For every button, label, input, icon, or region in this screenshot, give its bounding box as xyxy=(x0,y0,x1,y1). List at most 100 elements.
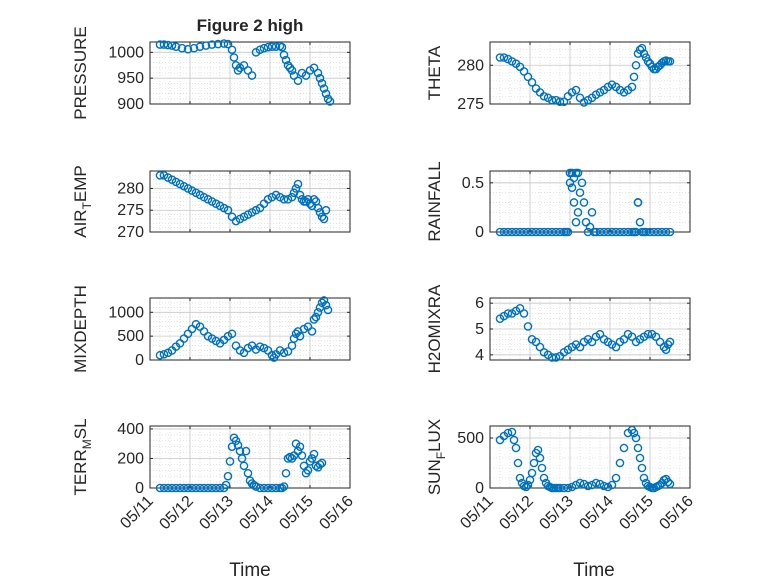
axes-box xyxy=(149,170,351,233)
y-axis-label: RAINFALL xyxy=(425,161,444,241)
data-point xyxy=(317,79,327,88)
data-point xyxy=(495,53,505,62)
data-point xyxy=(281,468,291,478)
y-tick-label: 500 xyxy=(117,328,144,345)
data-point xyxy=(277,42,287,52)
data-point xyxy=(665,57,675,66)
data-point xyxy=(535,453,545,463)
y-tick-label: 4 xyxy=(475,347,484,364)
data-point xyxy=(311,312,321,322)
data-point xyxy=(515,473,525,483)
data-point xyxy=(247,71,257,80)
data-point xyxy=(555,227,565,237)
data-point xyxy=(313,68,323,78)
data-point xyxy=(221,480,231,490)
data-point xyxy=(313,203,323,213)
data-point xyxy=(155,350,165,360)
data-point xyxy=(499,53,509,62)
data-point xyxy=(207,483,217,493)
data-point xyxy=(615,458,625,468)
data-point xyxy=(303,465,313,475)
x-axis-label-right: Time xyxy=(573,560,615,581)
data-point xyxy=(527,78,537,87)
data-point xyxy=(523,480,533,490)
data-point xyxy=(587,480,597,490)
data-point xyxy=(535,227,545,237)
data-point xyxy=(223,39,233,49)
data-point xyxy=(167,483,177,493)
data-point xyxy=(547,95,557,105)
data-point xyxy=(175,483,185,493)
data-point xyxy=(239,461,249,471)
data-point xyxy=(281,55,291,65)
data-point xyxy=(509,435,519,445)
data-point xyxy=(607,227,617,237)
data-point xyxy=(211,483,221,493)
data-point xyxy=(203,483,213,493)
data-point xyxy=(599,481,609,491)
data-point xyxy=(285,452,295,462)
data-point xyxy=(163,40,173,50)
data-point xyxy=(523,227,533,237)
series-markers xyxy=(495,425,675,493)
data-point xyxy=(271,483,281,493)
data-point xyxy=(665,479,675,489)
data-point xyxy=(599,227,609,237)
data-point xyxy=(663,477,673,487)
data-point xyxy=(537,463,547,473)
data-point xyxy=(519,309,529,318)
data-point xyxy=(201,41,211,50)
data-point xyxy=(189,43,199,53)
data-point xyxy=(321,205,331,215)
y-axis-label: TERRMSL xyxy=(71,418,94,495)
subplot-4: 0 0.5 RAINFALL xyxy=(425,161,691,242)
data-point xyxy=(277,483,287,493)
data-point xyxy=(559,483,569,493)
data-point xyxy=(155,171,165,180)
y-tick-label: 270 xyxy=(117,224,144,241)
data-point xyxy=(319,296,329,305)
y-tick-label: 280 xyxy=(457,57,484,74)
data-point xyxy=(645,227,655,237)
data-point xyxy=(179,483,189,493)
data-point xyxy=(297,451,307,460)
data-point xyxy=(635,217,645,227)
y-tick-label: 5 xyxy=(475,321,484,338)
data-point xyxy=(611,473,621,483)
data-point xyxy=(661,227,671,237)
y-tick-label: 0.5 xyxy=(462,175,484,192)
data-point xyxy=(241,446,251,456)
data-point xyxy=(513,458,523,468)
data-point xyxy=(309,195,319,204)
data-point xyxy=(279,50,289,60)
data-point xyxy=(227,442,237,451)
data-point xyxy=(637,43,647,53)
data-point xyxy=(527,227,537,237)
data-point xyxy=(567,168,577,178)
y-tick-label: 275 xyxy=(457,96,484,113)
data-point xyxy=(631,60,641,70)
data-point xyxy=(567,482,577,492)
data-point xyxy=(531,227,541,237)
data-point xyxy=(229,53,239,62)
y-tick-label: 950 xyxy=(117,70,144,87)
data-point xyxy=(321,89,331,98)
data-point xyxy=(267,483,277,493)
data-point xyxy=(631,227,641,237)
series-markers xyxy=(495,168,675,237)
y-tick-label: 0 xyxy=(135,352,144,369)
data-point xyxy=(595,227,605,237)
data-point xyxy=(633,443,643,453)
data-point xyxy=(639,473,649,483)
axes-box xyxy=(149,41,351,105)
data-point xyxy=(191,483,201,493)
data-point xyxy=(519,227,529,237)
series-markers xyxy=(155,296,333,362)
data-point xyxy=(577,178,587,188)
figure-title: Figure 2 high xyxy=(197,16,304,35)
data-point xyxy=(503,227,513,237)
data-point xyxy=(643,57,653,66)
data-point xyxy=(293,179,303,189)
